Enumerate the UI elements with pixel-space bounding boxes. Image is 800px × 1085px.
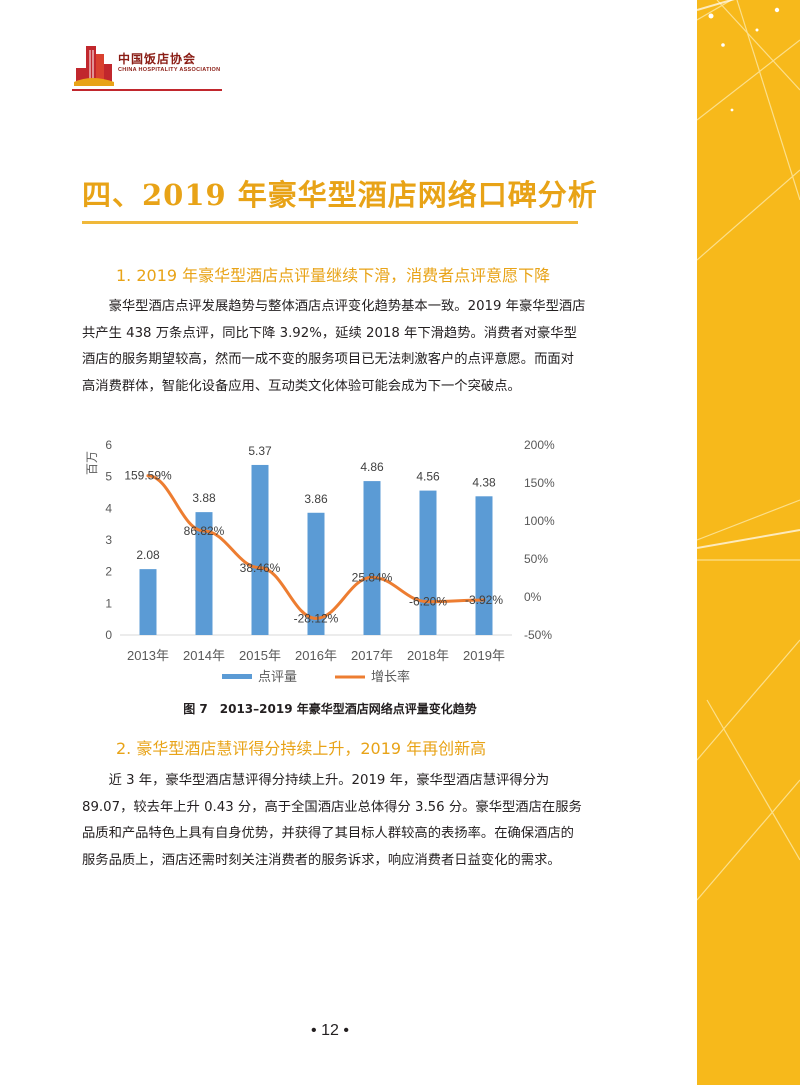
bar	[139, 569, 157, 635]
bar	[251, 464, 269, 635]
bar	[475, 496, 493, 635]
section-title-underline	[82, 221, 578, 224]
x-tick-label: 2017年	[351, 648, 393, 663]
line-data-label: -28.12%	[294, 611, 339, 625]
line-data-label: -6.20%	[409, 595, 447, 609]
bar-data-label: 4.86	[360, 460, 384, 474]
x-tick-label: 2018年	[407, 648, 449, 663]
legend-label-line: 增长率	[371, 669, 410, 684]
line-point	[258, 566, 262, 570]
y-tick-label: 1	[105, 596, 112, 610]
x-tick-label: 2019年	[463, 648, 505, 663]
x-tick-label: 2014年	[183, 648, 225, 663]
subsection-2-title: 2. 豪华型酒店慧评得分持续上升，2019 年再创新高	[116, 739, 487, 758]
y-axis-label: 百万	[85, 451, 99, 475]
review-volume-chart: 0 1 2 3 4 5 6 -50% 0% 50% 100% 150% 200% 百万 2013年 2014年…	[85, 438, 555, 684]
bar-data-label: 5.37	[248, 444, 272, 458]
sidebar-pattern	[697, 0, 800, 901]
org-name-en: CHINA HOSPITALITY ASSOCIATION	[118, 67, 221, 73]
bar-data-label: 3.88	[192, 491, 216, 505]
page-number: • 12 •	[311, 1022, 349, 1039]
header-divider	[72, 89, 222, 91]
figure-caption: 图 7 2013–2019 年豪华型酒店网络点评量变化趋势	[183, 702, 477, 716]
bar	[419, 490, 437, 635]
org-name-cn: 中国饭店协会	[118, 52, 197, 66]
y-tick-label: 3	[105, 533, 112, 547]
line-data-label: 38.46%	[240, 561, 281, 575]
subsection-1-title: 1. 2019 年豪华型酒店点评量继续下滑，消费者点评意愿下降	[116, 266, 551, 285]
y-tick-label: 0	[105, 628, 112, 642]
y-tick-label: 5	[105, 470, 112, 484]
y2-tick-label: 0%	[524, 590, 542, 604]
bar-data-label: 4.38	[472, 475, 496, 489]
line-point	[482, 598, 486, 602]
bar-data-label: 2.08	[136, 548, 160, 562]
legend-swatch-bar	[222, 674, 252, 679]
subsection-1-paragraph: 豪华型酒店点评发展趋势与整体酒店点评变化趋势基本一致。2019 年豪华型酒店共产…	[82, 299, 586, 395]
line-point	[314, 616, 318, 620]
section-title: 四、2019 年豪华型酒店网络口碑分析	[82, 178, 598, 212]
legend-label-bar: 点评量	[258, 669, 297, 684]
line-point	[146, 474, 150, 478]
y2-tick-label: 200%	[524, 438, 555, 452]
line-point	[426, 600, 430, 604]
bar-data-label: 3.86	[304, 492, 328, 506]
y-tick-label: 6	[105, 438, 112, 452]
y2-tick-label: 150%	[524, 476, 555, 490]
y-tick-label: 4	[105, 501, 112, 515]
line-data-label: 86.82%	[184, 524, 225, 538]
bar-data-label: 4.56	[416, 470, 440, 484]
line-data-label: 159.59%	[124, 469, 172, 483]
y2-tick-label: 100%	[524, 514, 555, 528]
association-logo: 中国饭店协会 CHINA HOSPITALITY ASSOCIATION	[72, 38, 232, 90]
x-tick-label: 2015年	[239, 648, 281, 663]
line-point	[202, 529, 206, 533]
logo-building-icon	[74, 46, 114, 86]
subsection-1-body: 豪华型酒店点评发展趋势与整体酒店点评变化趋势基本一致。2019 年豪华型酒店共产…	[82, 294, 587, 401]
bar	[307, 512, 325, 635]
line-point	[370, 575, 374, 579]
y2-tick-label: 50%	[524, 552, 548, 566]
subsection-2-paragraph: 近 3 年，豪华型酒店慧评得分持续上升。2019 年，豪华型酒店慧评得分为 89…	[82, 773, 582, 869]
y2-tick-label: -50%	[524, 628, 552, 642]
decorative-sidebar	[697, 0, 800, 1085]
x-tick-label: 2016年	[295, 648, 337, 663]
line-data-label: 25.84%	[352, 570, 393, 584]
growth-rate-line	[146, 474, 486, 620]
bar	[195, 512, 213, 635]
y-tick-label: 2	[105, 565, 112, 579]
bar	[363, 481, 381, 635]
x-tick-label: 2013年	[127, 648, 169, 663]
line-data-label: -3.92%	[465, 593, 503, 607]
subsection-2-body: 近 3 年，豪华型酒店慧评得分持续上升。2019 年，豪华型酒店慧评得分为 89…	[82, 768, 587, 875]
